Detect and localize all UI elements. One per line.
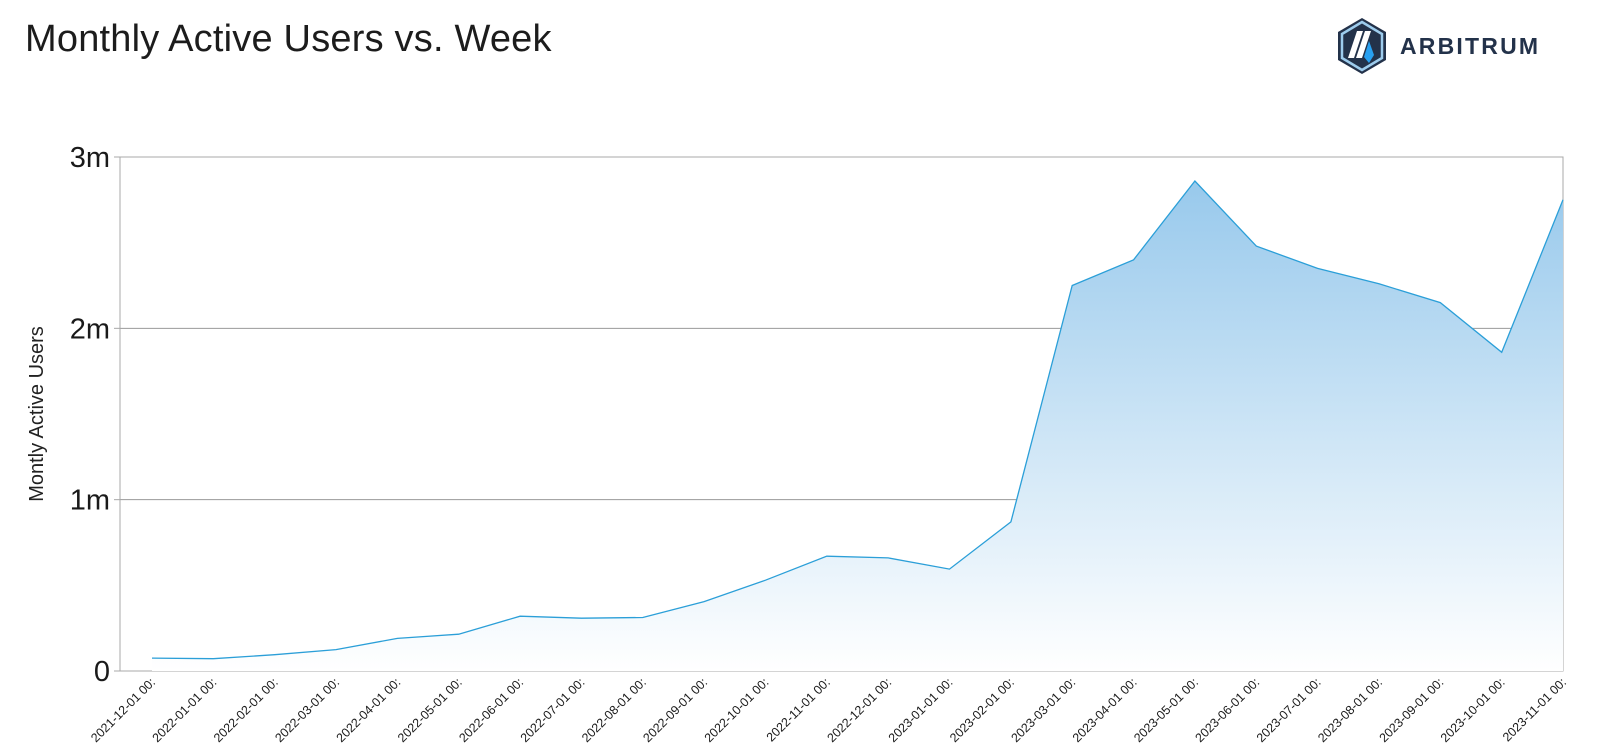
series-line: [151, 180, 1564, 660]
arbitrum-logo-text: ARBITRUM: [1400, 33, 1541, 59]
x-tick-label: 2023-10-01 00:: [1438, 675, 1508, 745]
y-axis-title: Montly Active Users: [26, 326, 48, 502]
x-tick-label: 2022-05-01 00:: [395, 675, 465, 745]
arbitrum-logo-icon: [1338, 18, 1386, 74]
x-tick-label: 2022-04-01 00:: [334, 675, 404, 745]
x-tick-label: 2023-05-01 00:: [1131, 675, 1201, 745]
x-tick-label: 2023-02-01 00:: [947, 675, 1017, 745]
x-tick-label: 2022-01-01 00:: [150, 675, 220, 745]
x-tick-label: 2022-11-01 00:: [764, 675, 833, 744]
x-tick-label: 2023-06-01 00:: [1193, 675, 1263, 745]
x-tick-label: 2023-04-01 00:: [1070, 675, 1140, 745]
x-tick-label: 2022-02-01 00:: [211, 675, 281, 745]
x-tick-label: 2022-10-01 00:: [702, 675, 772, 745]
x-tick-label: 2022-09-01 00:: [640, 675, 710, 745]
x-axis-ticks: 2021-12-01 00:2022-01-01 00:2022-02-01 0…: [88, 675, 1569, 745]
y-tick-label: 3m: [70, 142, 110, 174]
x-tick-label: 2022-07-01 00:: [518, 675, 588, 745]
x-tick-label: 2022-06-01 00:: [456, 675, 526, 745]
arbitrum-logo: ARBITRUM: [1336, 17, 1571, 77]
x-tick-label: 2023-01-01 00:: [886, 675, 956, 745]
y-tick-label: 2m: [70, 313, 110, 345]
x-tick-label: 2022-03-01 00:: [272, 675, 342, 745]
chart-title: Monthly Active Users vs. Week: [25, 18, 552, 60]
y-axis-ticks: 0 1m 2m 3m: [70, 142, 120, 688]
area-fill: [152, 181, 1563, 671]
y-tick-label: 1m: [70, 485, 110, 517]
x-tick-label: 2022-12-01 00:: [824, 675, 894, 745]
x-tick-label: 2022-08-01 00:: [579, 675, 649, 745]
y-tick-label: 0: [94, 656, 110, 688]
x-tick-label: 2023-03-01 00:: [1008, 675, 1078, 745]
x-tick-label: 2023-07-01 00:: [1254, 675, 1324, 745]
x-tick-label: 2023-09-01 00:: [1377, 675, 1447, 745]
x-tick-label: 2023-11-01 00:: [1500, 675, 1569, 744]
x-tick-label: 2023-08-01 00:: [1315, 675, 1385, 745]
